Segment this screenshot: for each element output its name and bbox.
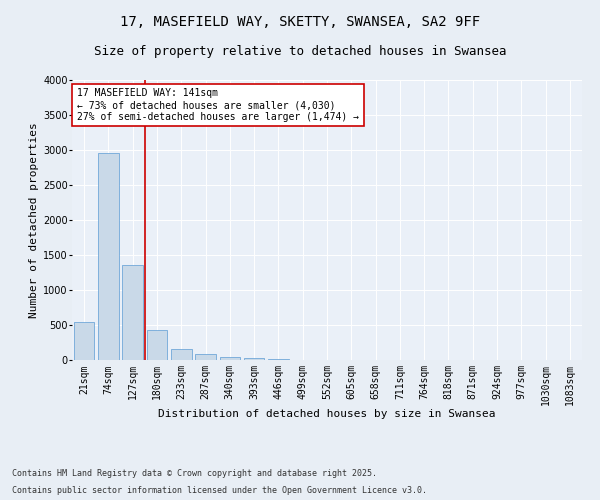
Bar bbox=[220, 356, 240, 360]
Bar bbox=[171, 349, 191, 360]
X-axis label: Distribution of detached houses by size in Swansea: Distribution of detached houses by size … bbox=[158, 410, 496, 420]
Bar bbox=[98, 153, 119, 360]
Bar bbox=[146, 330, 167, 360]
Bar bbox=[244, 358, 265, 360]
Bar bbox=[74, 322, 94, 360]
Bar bbox=[122, 265, 143, 360]
Text: 17 MASEFIELD WAY: 141sqm
← 73% of detached houses are smaller (4,030)
27% of sem: 17 MASEFIELD WAY: 141sqm ← 73% of detach… bbox=[77, 88, 359, 122]
Text: 17, MASEFIELD WAY, SKETTY, SWANSEA, SA2 9FF: 17, MASEFIELD WAY, SKETTY, SWANSEA, SA2 … bbox=[120, 15, 480, 29]
Bar bbox=[195, 354, 216, 360]
Y-axis label: Number of detached properties: Number of detached properties bbox=[29, 122, 39, 318]
Bar bbox=[268, 359, 289, 360]
Text: Size of property relative to detached houses in Swansea: Size of property relative to detached ho… bbox=[94, 45, 506, 58]
Text: Contains public sector information licensed under the Open Government Licence v3: Contains public sector information licen… bbox=[12, 486, 427, 495]
Text: Contains HM Land Registry data © Crown copyright and database right 2025.: Contains HM Land Registry data © Crown c… bbox=[12, 468, 377, 477]
